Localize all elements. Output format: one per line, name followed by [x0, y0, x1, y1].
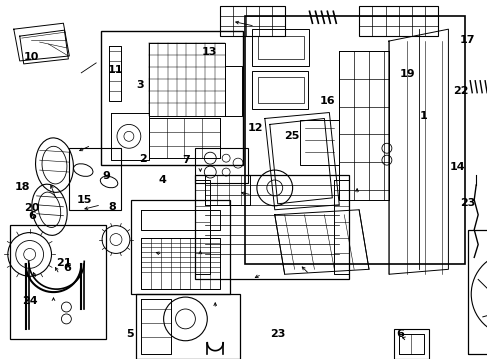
- Text: 15: 15: [77, 195, 92, 204]
- Text: 19: 19: [398, 68, 414, 78]
- Text: 7: 7: [182, 156, 190, 165]
- Bar: [244, 16, 464, 264]
- Bar: [195, 148, 247, 183]
- Text: 24: 24: [22, 296, 38, 306]
- Bar: [358, 6, 438, 36]
- Bar: [251, 29, 309, 66]
- Text: 11: 11: [107, 65, 122, 75]
- Bar: [468, 230, 488, 354]
- Text: 12: 12: [247, 123, 263, 133]
- Text: 4: 4: [158, 175, 165, 185]
- Text: 5: 5: [126, 329, 134, 339]
- Text: 16: 16: [320, 96, 335, 107]
- Text: 6: 6: [28, 211, 36, 221]
- Bar: [251, 71, 307, 109]
- Text: 22: 22: [452, 86, 467, 96]
- Text: 1: 1: [419, 111, 427, 121]
- Text: 21: 21: [56, 258, 72, 268]
- Text: 3: 3: [136, 80, 143, 90]
- Text: 23: 23: [459, 198, 474, 208]
- Bar: [101, 31, 243, 165]
- Text: 8: 8: [108, 202, 116, 212]
- Text: 23: 23: [269, 329, 285, 339]
- Bar: [131, 200, 230, 294]
- Text: 17: 17: [459, 35, 474, 45]
- Text: 18: 18: [15, 182, 30, 192]
- Text: 2: 2: [139, 154, 146, 163]
- Bar: [141, 238, 220, 289]
- Text: 6: 6: [63, 262, 71, 273]
- Text: 6: 6: [395, 329, 403, 339]
- Text: 9: 9: [102, 171, 110, 181]
- Bar: [257, 36, 303, 59]
- Bar: [257, 77, 303, 103]
- Text: 20: 20: [24, 203, 40, 213]
- Bar: [136, 294, 240, 359]
- Text: 25: 25: [284, 131, 299, 141]
- Bar: [299, 121, 339, 165]
- Text: 14: 14: [449, 162, 465, 172]
- Bar: [195, 175, 348, 279]
- Text: 10: 10: [23, 52, 39, 62]
- Text: 13: 13: [202, 48, 217, 58]
- Bar: [220, 6, 284, 36]
- Bar: [69, 148, 121, 210]
- Bar: [10, 225, 106, 339]
- Bar: [393, 329, 427, 359]
